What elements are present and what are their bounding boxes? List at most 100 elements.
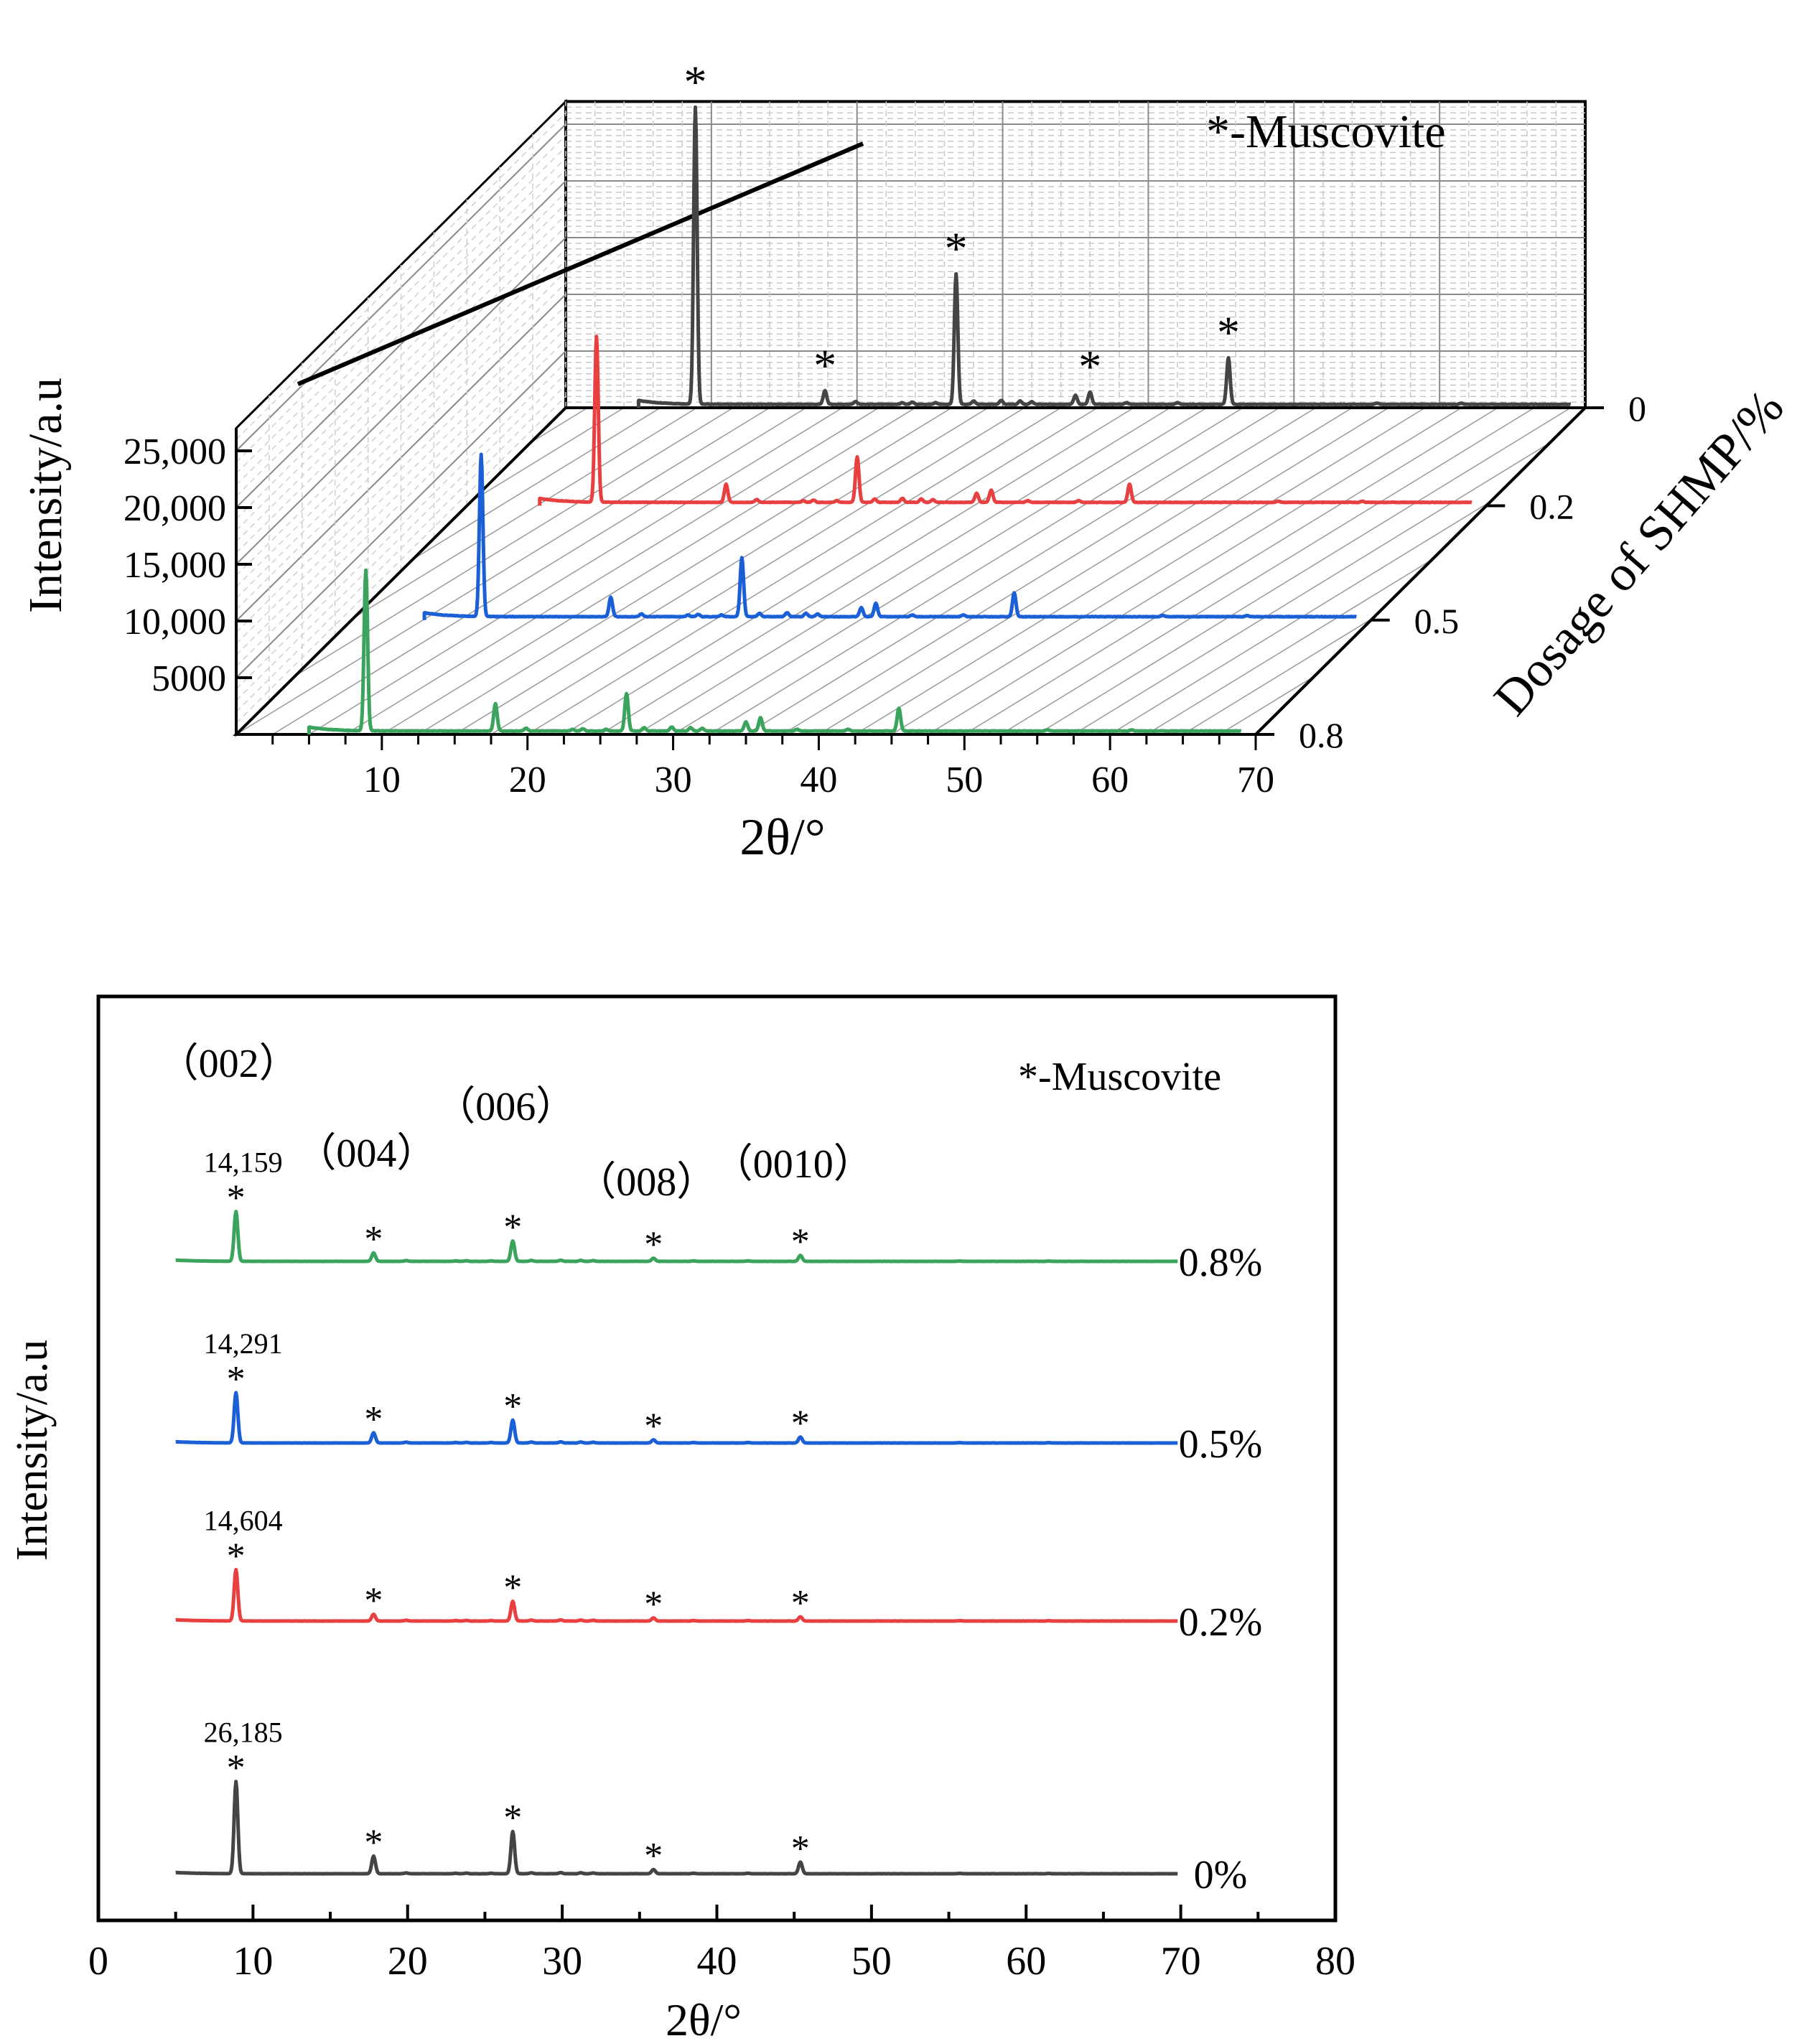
x-axis-ticks: 10 20 30 40 50 60 70 — [271, 734, 1274, 800]
x-tick-label: 10 — [233, 1939, 273, 1984]
z-tick-label: 0.2 — [1529, 487, 1574, 527]
floor-line — [745, 407, 1280, 735]
peak-marker: * — [644, 1406, 663, 1447]
floor-line — [345, 407, 879, 735]
peak-marker: * — [503, 1208, 522, 1248]
x-tick-label: 30 — [655, 760, 692, 800]
reference-line — [297, 141, 864, 386]
x-tick-label: 20 — [388, 1939, 428, 1984]
miller-index-label: （004） — [296, 1131, 437, 1176]
legend: *-Muscovite — [1206, 106, 1446, 158]
series-line-0 — [636, 105, 1572, 408]
floor-line — [1218, 676, 1315, 735]
series-label: 0% — [1194, 1853, 1248, 1897]
x-tick-label: 10 — [363, 760, 401, 800]
series-line-0.5% — [174, 1391, 1179, 1445]
series-group — [307, 105, 1572, 734]
floor-line — [1073, 442, 1551, 735]
y-axis-ticks: 5000 10,000 15,000 20,000 25,000 — [123, 431, 252, 699]
grid-line — [235, 169, 566, 497]
z-tick-label: 0 — [1628, 388, 1646, 429]
grid-line — [235, 350, 566, 678]
grid-line — [235, 248, 566, 576]
miller-index-label: （008） — [576, 1160, 717, 1205]
floor-line — [564, 407, 1098, 735]
series-group — [174, 1210, 1179, 1876]
x-tick-label: 60 — [1091, 760, 1129, 800]
floor-line — [1182, 617, 1374, 735]
peak-marker: * — [684, 57, 707, 108]
waterfall-chart: * * * * * 10 20 30 40 50 60 70 5000 10,000 15,000 20,… — [19, 57, 1795, 866]
peak-marker: * — [364, 1219, 383, 1260]
x-tick-label: 20 — [509, 760, 546, 800]
floor-line — [963, 407, 1498, 735]
series-line-0.5 — [422, 452, 1358, 620]
peak-marker: * — [364, 1581, 383, 1622]
series-line-0.8 — [307, 568, 1243, 734]
peak-marker: * — [644, 1225, 663, 1266]
plot-frame — [96, 994, 1338, 1923]
floor-line — [782, 407, 1317, 735]
series-label: 0.8% — [1179, 1241, 1263, 1285]
grid-line — [235, 339, 566, 667]
floor-line — [412, 407, 661, 560]
x-tick-label: 70 — [1161, 1939, 1201, 1984]
floor-line — [709, 407, 1243, 735]
y-tick-label: 10,000 — [123, 602, 226, 643]
x-tick-label: 60 — [1006, 1939, 1046, 1984]
floor-line — [353, 407, 697, 619]
x-axis-ticks: 0 10 20 30 40 50 60 70 80 — [88, 1905, 1355, 1984]
floor-line — [1146, 559, 1433, 735]
series-line-0.2% — [174, 1567, 1179, 1623]
chart-frame — [235, 141, 1587, 736]
peak-value-label: 14,604 — [204, 1504, 283, 1536]
floor-line — [854, 407, 1389, 735]
z-tick-label: 0.5 — [1414, 601, 1460, 641]
x-tick-label: 0 — [88, 1939, 108, 1984]
x-tick-label: 30 — [542, 1939, 582, 1984]
x-tick-label: 40 — [800, 760, 837, 800]
grid-line — [235, 146, 566, 475]
grid-line — [235, 157, 566, 485]
back-wall-grid — [564, 100, 1587, 409]
floor-line — [294, 407, 734, 677]
peak-marker: * — [791, 1829, 810, 1869]
peak-marker: * — [945, 223, 968, 274]
peak-marker: * — [644, 1584, 663, 1625]
peak-marker: * — [227, 1536, 246, 1577]
peak-marker: * — [364, 1399, 383, 1440]
x-axis-label: 2θ/° — [666, 1994, 742, 2041]
stacked-xrd-chart: 0 10 20 30 40 50 60 70 80 0.8%14,159** * * *0.5%14,… — [8, 994, 1355, 2041]
floor-line — [636, 407, 1171, 735]
series-label: 0.2% — [1179, 1600, 1263, 1645]
miller-index-label: （0010） — [713, 1142, 874, 1187]
peak-markers: * * * * * — [684, 57, 1240, 392]
series-line-0.8% — [174, 1210, 1179, 1264]
floor-line — [928, 407, 1462, 735]
peak-marker: * — [813, 340, 836, 391]
x-tick-label: 40 — [697, 1939, 737, 1984]
peak-value-label: 14,291 — [204, 1327, 283, 1360]
peak-marker: * — [503, 1386, 522, 1427]
x-axis-label: 2θ/° — [739, 808, 825, 866]
series-line-0.2 — [538, 335, 1473, 506]
floor-hatching — [233, 406, 1589, 736]
peak-value-label: 26,185 — [204, 1717, 283, 1749]
floor-line — [818, 407, 1353, 735]
y-tick-label: 5000 — [151, 658, 226, 699]
annotations: 0.8%14,159** * * *0.5%14,291** * * *0.2%14,604… — [159, 1042, 1263, 1897]
peak-marker: * — [644, 1836, 663, 1877]
floor-line — [527, 407, 1062, 735]
legend: *-Muscovite — [1018, 1055, 1221, 1099]
y-axis-label: Intensity/a.u — [8, 1340, 57, 1561]
peak-marker: * — [791, 1404, 810, 1444]
z-tick-label: 0.8 — [1299, 715, 1344, 755]
floor-line — [530, 407, 588, 444]
floor-line — [381, 407, 916, 735]
y-tick-label: 15,000 — [123, 545, 226, 586]
floor-line — [891, 407, 1426, 735]
peak-marker: * — [227, 1359, 246, 1400]
y-tick-label: 20,000 — [123, 488, 226, 529]
floor-line — [309, 407, 843, 735]
